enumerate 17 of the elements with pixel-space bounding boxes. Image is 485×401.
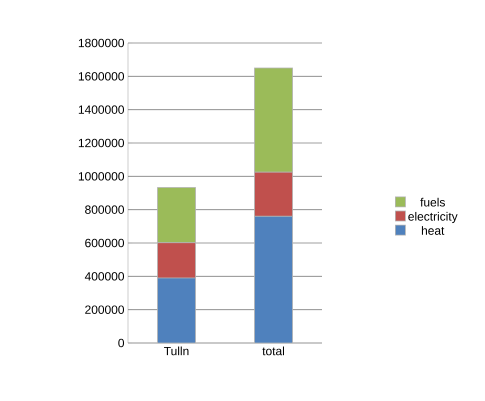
- bar: [157, 278, 196, 343]
- y-tick-label: 800000: [85, 205, 124, 214]
- legend-label: heat: [422, 226, 444, 235]
- x-tick-label: total: [262, 346, 284, 356]
- y-tick-label: 1000000: [78, 172, 124, 181]
- y-tick-label: 0: [118, 338, 124, 348]
- bar: [254, 216, 293, 343]
- y-tick-label: 1200000: [78, 138, 124, 148]
- y-tick-label: 200000: [85, 305, 124, 314]
- y-tick-label: 400000: [84, 272, 124, 281]
- legend-label: electricity: [408, 212, 458, 224]
- y-tick-label: 1400000: [78, 105, 124, 114]
- y-tick-label: 600000: [85, 238, 124, 248]
- y-tick-label: 1600000: [78, 72, 124, 81]
- y-tick-label: 1800000: [78, 38, 124, 48]
- x-tick-label: Tulln: [164, 346, 188, 356]
- legend-label: fuels: [420, 198, 445, 207]
